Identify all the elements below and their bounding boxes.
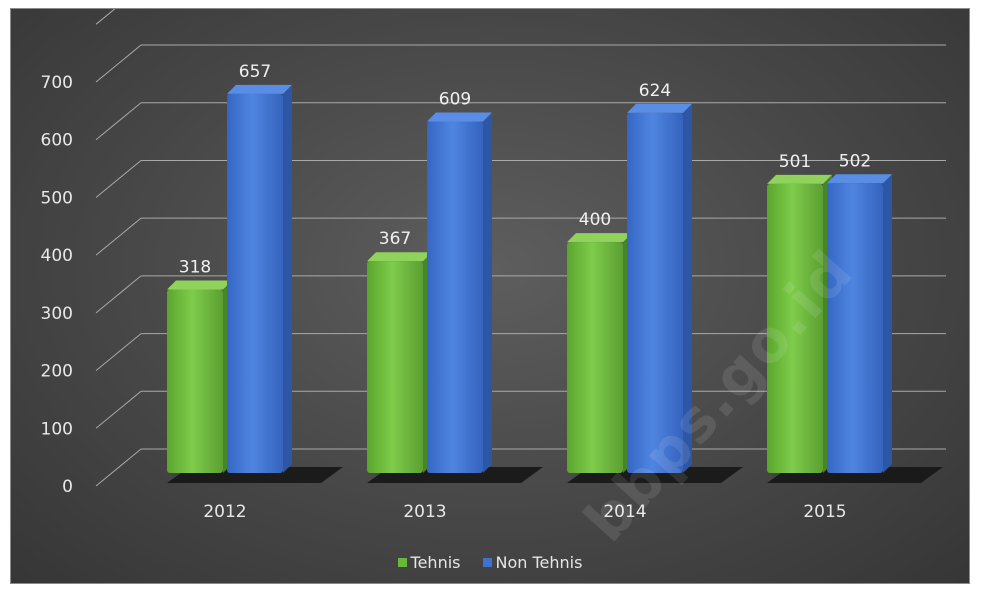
gridline-depth — [95, 9, 116, 25]
y-tick-label: 600 — [41, 131, 73, 151]
bar-non-tehnis-2013 — [427, 121, 483, 474]
data-label: 501 — [779, 152, 811, 172]
data-label: 657 — [239, 62, 271, 82]
data-label: 367 — [379, 229, 411, 249]
data-label: 502 — [839, 151, 871, 171]
data-label: 624 — [639, 81, 671, 101]
bar-top-tehnis — [367, 252, 432, 262]
x-tick-label: 2013 — [403, 502, 446, 522]
bar-top-non-tehnis — [227, 84, 292, 94]
bar-non-tehnis-2012 — [227, 93, 283, 473]
bar-top-non-tehnis — [827, 174, 892, 184]
gridline-depth — [95, 160, 142, 198]
legend-item-non-tehnis: Non Tehnis — [482, 552, 583, 572]
bar-top-non-tehnis — [427, 112, 492, 122]
x-tick-label: 2012 — [203, 502, 246, 522]
gridline-depth — [95, 390, 142, 429]
gridline-depth — [95, 448, 142, 487]
gridline-depth — [95, 44, 142, 83]
y-tick-label: 400 — [41, 246, 73, 266]
data-label: 318 — [179, 257, 211, 277]
bar-tehnis-2015 — [767, 183, 823, 473]
legend-swatch-tehnis — [397, 557, 407, 567]
bar-side-non-tehnis — [483, 112, 492, 474]
legend-swatch-non-tehnis — [482, 557, 492, 567]
bar-top-tehnis — [767, 174, 832, 184]
bar-chart: 0 100 200 300 400 500 600 700 318 657 2012 367 609 20… — [41, 9, 946, 522]
data-label: 400 — [579, 210, 611, 230]
legend: Tehnis Non Tehnis — [11, 549, 969, 575]
bar-tehnis-2012 — [167, 289, 223, 473]
bar-top-tehnis — [567, 233, 632, 243]
bar-tehnis-2014 — [567, 242, 623, 473]
bar-side-non-tehnis — [283, 84, 292, 473]
bar-side-non-tehnis — [683, 103, 692, 474]
y-tick-label: 100 — [41, 419, 73, 439]
chart-area: 0 100 200 300 400 500 600 700 318 657 2012 367 609 20… — [10, 8, 970, 584]
legend-label-tehnis: Tehnis — [410, 552, 461, 572]
gridline-depth — [95, 102, 142, 141]
gridline-depth — [95, 275, 142, 314]
bar-tehnis-2013 — [367, 261, 423, 473]
y-tick-label: 300 — [41, 304, 73, 324]
gridline-depth — [95, 217, 142, 256]
x-tick-label: 2015 — [803, 502, 846, 522]
data-label: 609 — [439, 90, 471, 110]
x-tick-label: 2014 — [603, 502, 646, 522]
y-tick-label: 0 — [62, 477, 73, 497]
bar-non-tehnis-2014 — [627, 112, 683, 474]
y-tick-label: 700 — [41, 73, 73, 93]
bar-non-tehnis-2015 — [827, 183, 883, 473]
gridline-depth — [95, 333, 142, 371]
y-tick-label: 200 — [41, 362, 73, 382]
bar-side-non-tehnis — [883, 174, 892, 473]
bar-top-non-tehnis — [627, 103, 692, 113]
y-tick-label: 500 — [41, 188, 73, 208]
legend-item-tehnis: Tehnis — [397, 552, 461, 572]
bar-top-tehnis — [167, 280, 232, 290]
legend-label-non-tehnis: Non Tehnis — [495, 552, 583, 572]
